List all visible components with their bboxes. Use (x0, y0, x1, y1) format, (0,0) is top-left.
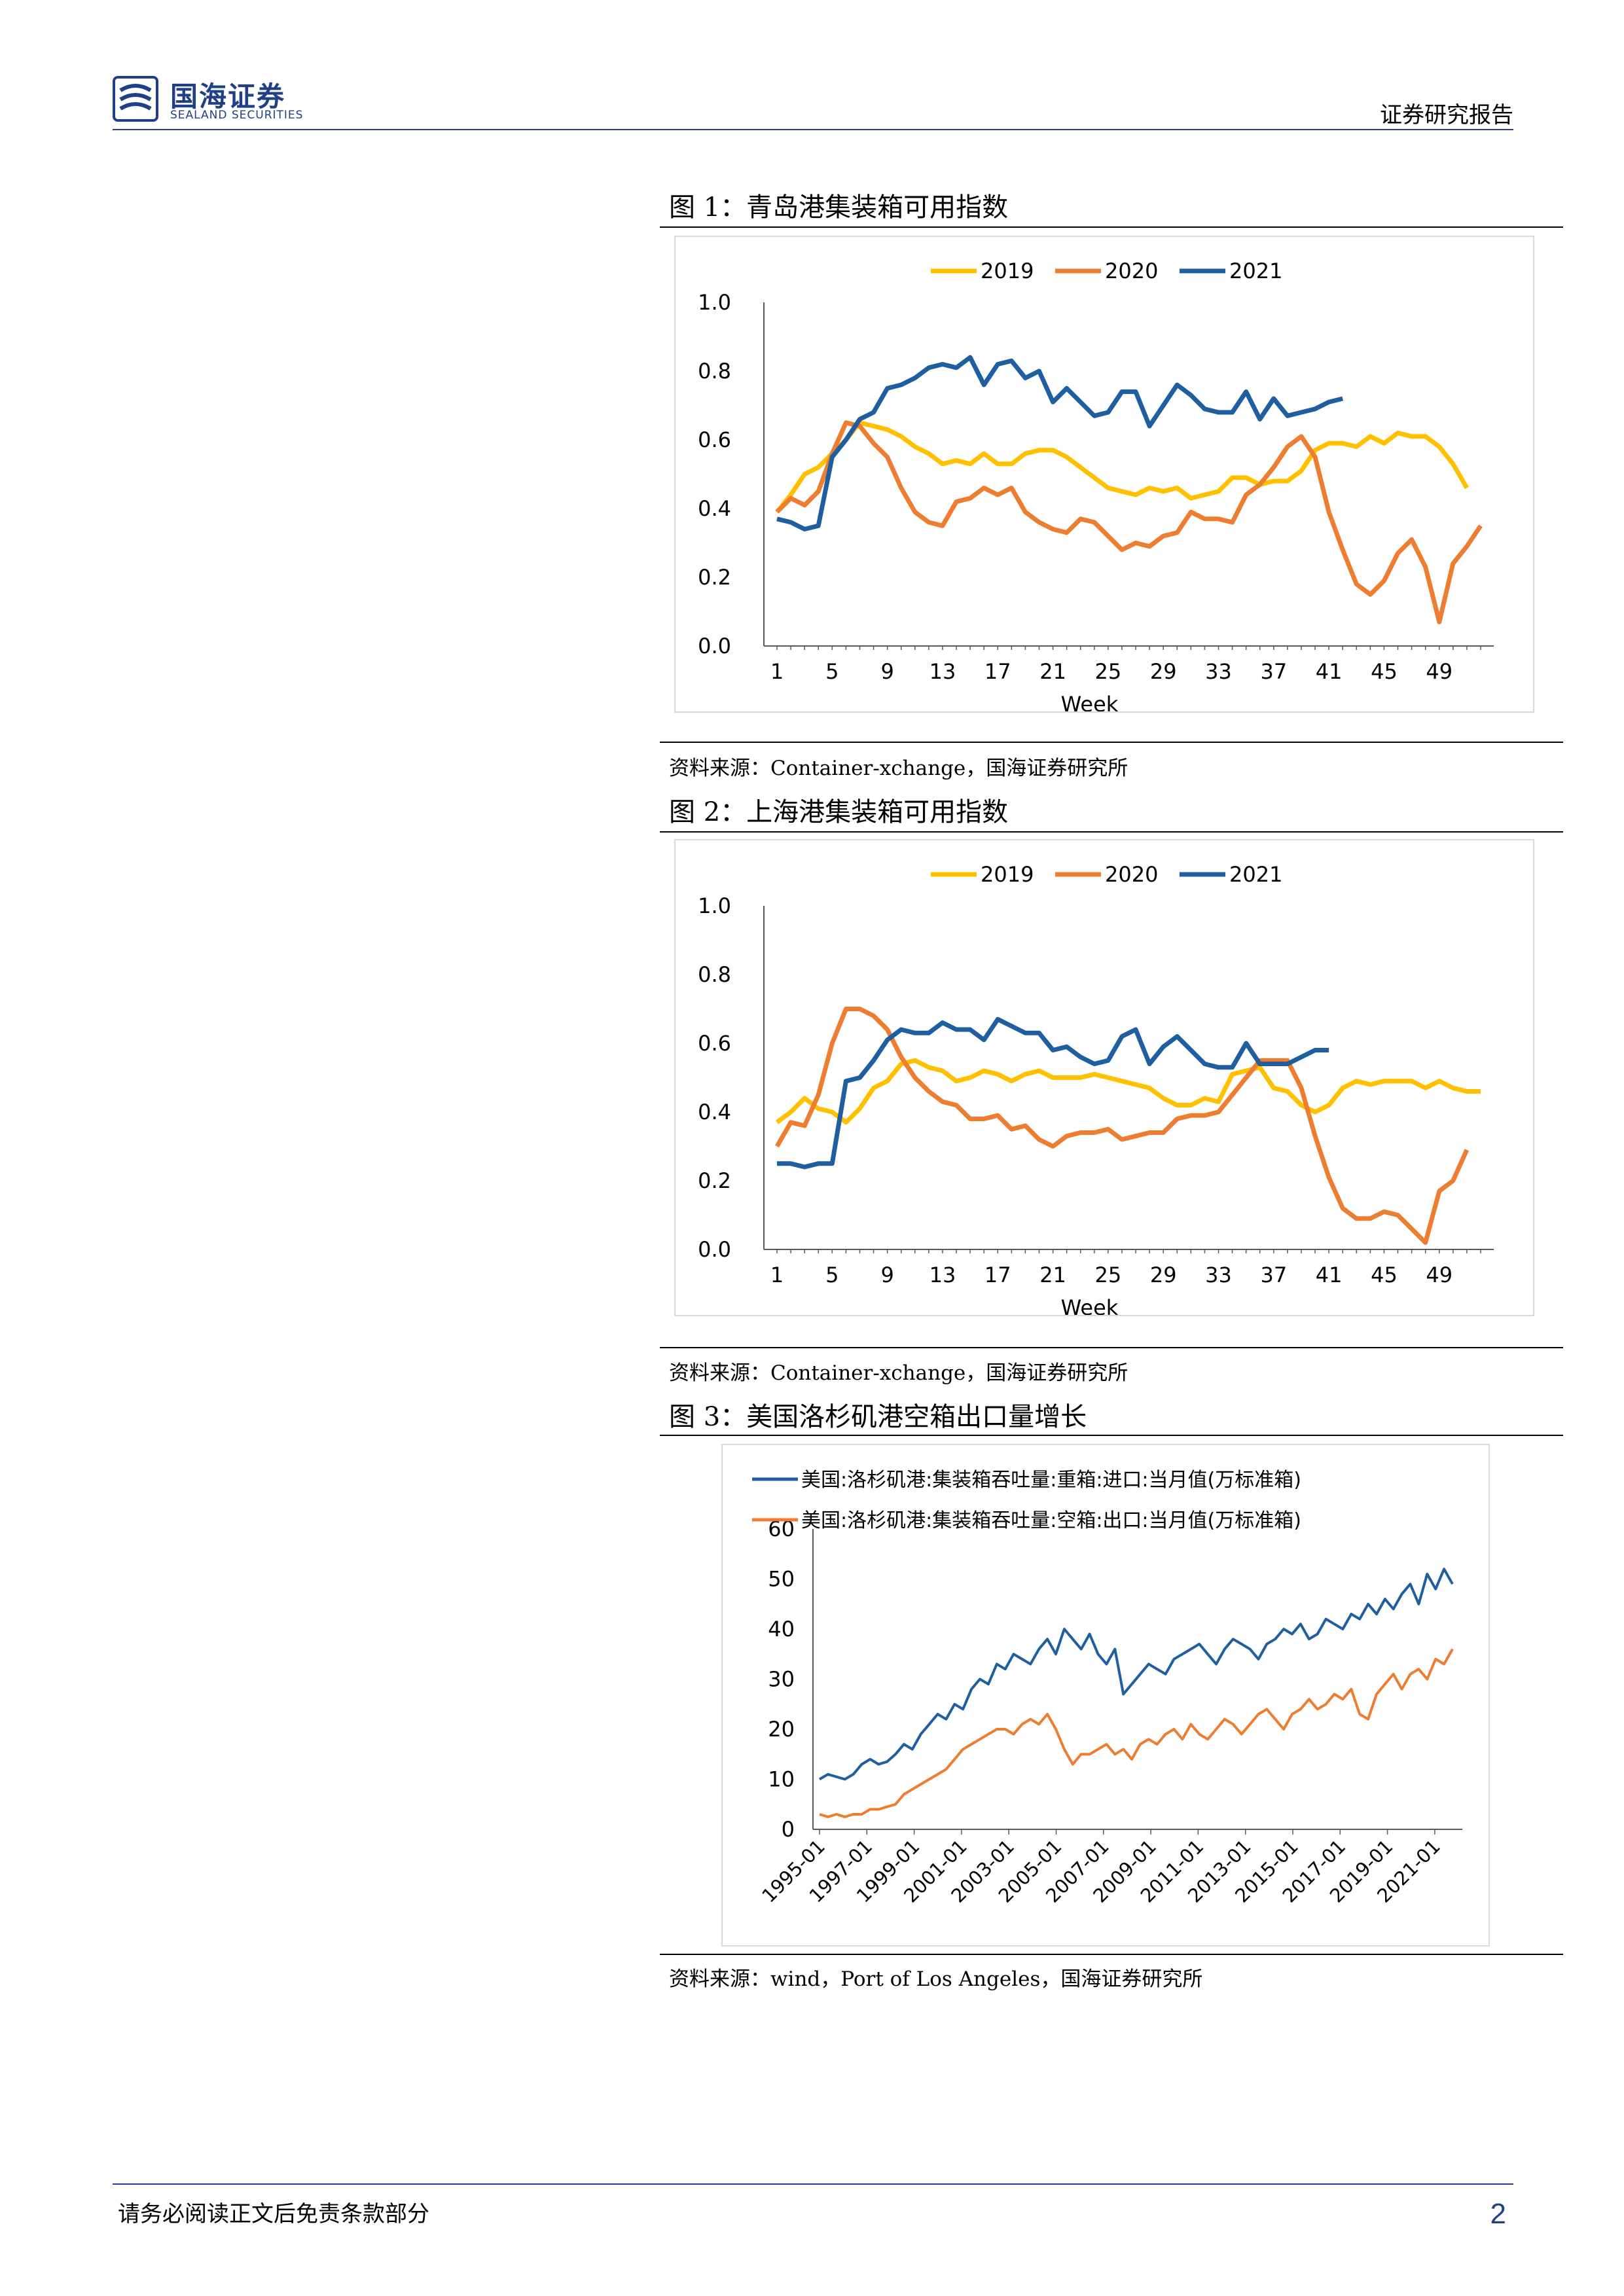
y-tick-label: 0.6 (698, 1031, 731, 1056)
x-tick-label: 21 (1039, 659, 1066, 684)
x-tick-label: 9 (880, 659, 893, 684)
y-tick-label: 40 (768, 1617, 795, 1641)
y-tick-label: 10 (768, 1767, 795, 1792)
y-tick-label: 50 (768, 1567, 795, 1592)
x-tick-label: 45 (1371, 1263, 1398, 1287)
legend-label-1: 美国:洛杉矶港:集装箱吞吐量:空箱:出口:当月值(万标准箱) (801, 1509, 1301, 1532)
figure-3-bottom-rule (660, 1954, 1563, 1955)
legend-label-2021: 2021 (1229, 259, 1282, 283)
company-logo: 国海证券 SEALAND SECURITIES (113, 72, 322, 124)
y-tick-label: 0.0 (698, 634, 731, 658)
x-tick-label: 5 (825, 659, 839, 684)
legend-label-2019: 2019 (981, 259, 1034, 283)
y-tick-label: 20 (768, 1717, 795, 1742)
figure-2-top-rule (660, 831, 1563, 833)
x-tick-label: 41 (1316, 1263, 1343, 1287)
y-tick-label: 0.0 (698, 1237, 731, 1262)
x-tick-label: 13 (929, 1263, 956, 1287)
y-tick-label: 0.2 (698, 1168, 731, 1193)
footer-divider (113, 2183, 1513, 2185)
x-tick-label: 49 (1426, 659, 1453, 684)
report-type: 证券研究报告 (1380, 102, 1513, 128)
x-tick-label: 37 (1260, 659, 1287, 684)
figure-1-title: 图 1：青岛港集装箱可用指数 (669, 192, 1009, 223)
qingdao-container-chart: 0.0 0.2 0.4 0.6 0.8 1.0 1 5 9 13 17 21 25 29 33 37 41 45 4… (698, 259, 1494, 717)
x-tick-label: 17 (984, 1263, 1011, 1287)
figure-1-chart-frame: 0.0 0.2 0.4 0.6 0.8 1.0 1 5 9 13 17 21 25 29 33 37 41 45 4… (674, 236, 1534, 717)
figure-2-source: 资料来源：Container-xchange，国海证券研究所 (669, 1361, 1128, 1385)
figure-3-chart-frame: 0 10 20 30 40 50 60 1995-01 1997-01 1999-01 2001-0… (721, 1444, 1490, 1946)
x-tick-label: 21 (1039, 1263, 1066, 1287)
figure-3-title: 图 3：美国洛杉矶港空箱出口量增长 (669, 1402, 1087, 1432)
y-tick-label: 0.4 (698, 496, 731, 521)
x-tick-label: 41 (1316, 659, 1343, 684)
y-tick-label: 1.0 (698, 893, 731, 918)
figure-1-bottom-rule (660, 742, 1563, 743)
y-tick-label: 0.8 (698, 359, 731, 384)
footer-disclaimer: 请务必阅读正文后免责条款部分 (118, 2201, 429, 2227)
la-port-container-chart: 01020304050601995-011997-011999-012001-0… (752, 1469, 1462, 1907)
x-tick-label: 13 (929, 659, 956, 684)
figure-2-chart-frame: 0.0 0.2 0.4 0.6 0.8 1.0 1 5 9 13 17 21 25 29 33 37 41 45 4… (674, 839, 1534, 1320)
series-line-2020 (775, 420, 1483, 624)
series-line-2020 (774, 1007, 1470, 1245)
x-tick-label: 1 (770, 659, 784, 684)
legend-label-2021: 2021 (1229, 862, 1282, 887)
x-axis-title: Week (1061, 692, 1119, 711)
y-tick-label: 0.6 (698, 427, 731, 452)
legend-label-2019: 2019 (981, 862, 1034, 887)
series-line-2019 (775, 1058, 1481, 1125)
series-line-2021 (777, 1016, 1329, 1170)
x-tick-label: 17 (984, 659, 1011, 684)
x-tick-label: 5 (825, 1263, 839, 1287)
y-tick-label: 0.4 (698, 1100, 731, 1124)
y-tick-label: 0.2 (698, 565, 731, 590)
series-line-2019 (775, 420, 1469, 514)
x-tick-label: 29 (1150, 659, 1177, 684)
legend-label-2020: 2020 (1105, 862, 1158, 887)
y-tick-label: 1.0 (698, 290, 731, 315)
series-line-0 (818, 1568, 1454, 1781)
figure-3-top-rule (660, 1435, 1563, 1436)
figure-2-title: 图 2：上海港集装箱可用指数 (669, 797, 1009, 827)
legend-label-0: 美国:洛杉矶港:集装箱吞吐量:重箱:进口:当月值(万标准箱) (801, 1469, 1301, 1492)
x-tick-label: 1 (770, 1263, 784, 1287)
sealand-logo-icon (113, 76, 158, 122)
legend-label-2020: 2020 (1105, 259, 1158, 283)
figure-3-source: 资料来源：wind，Port of Los Angeles，国海证券研究所 (669, 1967, 1203, 1991)
x-tick-label: 9 (880, 1263, 893, 1287)
y-tick-label: 30 (768, 1667, 795, 1692)
x-tick-label: 25 (1095, 1263, 1122, 1287)
x-tick-label: 33 (1205, 659, 1232, 684)
page-header: 国海证券 SEALAND SECURITIES 证券研究报告 (113, 72, 1513, 131)
x-tick-label: 25 (1095, 659, 1122, 684)
header-divider (113, 129, 1513, 130)
company-name-cn: 国海证券 (170, 81, 286, 113)
figure-1-source: 资料来源：Container-xchange，国海证券研究所 (669, 757, 1128, 780)
figure-1-top-rule (660, 226, 1563, 228)
company-name-en: SEALAND SECURITIES (170, 109, 304, 122)
series-line-2021 (776, 355, 1344, 531)
y-tick-label: 0 (782, 1817, 795, 1842)
shanghai-container-chart: 0.0 0.2 0.4 0.6 0.8 1.0 1 5 9 13 17 21 25 29 33 37 41 45 4… (698, 862, 1494, 1320)
x-tick-label: 33 (1205, 1263, 1232, 1287)
y-tick-label: 0.8 (698, 962, 731, 987)
x-tick-label: 29 (1150, 1263, 1177, 1287)
x-tick-label: 45 (1371, 659, 1398, 684)
x-axis-title: Week (1061, 1295, 1119, 1315)
series-line-1 (819, 1648, 1454, 1818)
page-number: 2 (1490, 2198, 1506, 2230)
figure-2-bottom-rule (660, 1347, 1563, 1348)
x-tick-label: 49 (1426, 1263, 1453, 1287)
x-tick-label: 37 (1260, 1263, 1287, 1287)
